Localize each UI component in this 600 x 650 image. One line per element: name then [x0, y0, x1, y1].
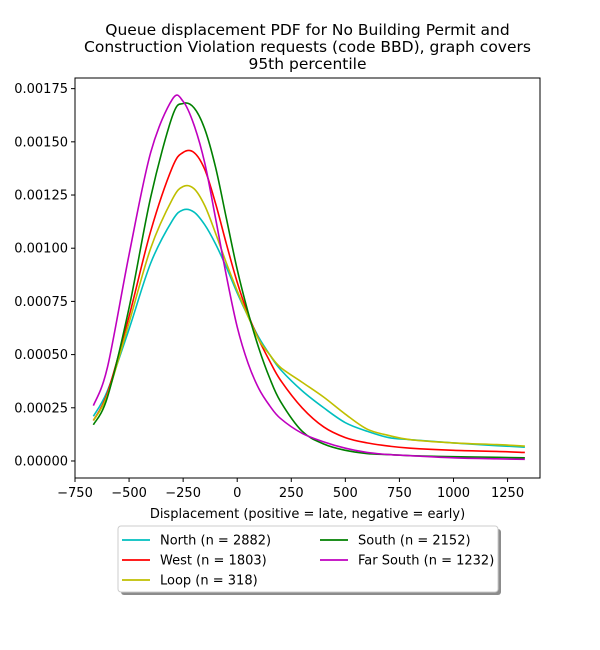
- legend-entry-label: North (n = 2882): [160, 534, 271, 549]
- plot-frame: [74, 77, 541, 479]
- y-tick-label: 0.00000: [14, 454, 68, 469]
- legend-entry-label: Loop (n = 318): [160, 574, 258, 589]
- legend-box: [117, 525, 499, 593]
- y-tick-label: 0.00075: [14, 295, 68, 310]
- x-tick-label: −250: [165, 486, 201, 501]
- chart-title-line: Construction Violation requests (code BB…: [84, 38, 531, 56]
- y-tick-label: 0.00150: [14, 135, 68, 150]
- y-axis: 0.00000 0.00025 0.00050 0.00075 0.00100 0.001…: [14, 82, 75, 469]
- x-tick-label: 1000: [437, 486, 470, 501]
- chart-title: Queue displacement PDF for No Building P…: [84, 21, 531, 73]
- series-line-4: [92, 102, 525, 459]
- chart-title-line: 95th percentile: [248, 55, 366, 73]
- series-line-1: [92, 208, 525, 448]
- series-line-3: [92, 184, 525, 447]
- y-tick-label: 0.00175: [14, 82, 68, 97]
- series-lines: [92, 94, 525, 461]
- x-tick-label: 1250: [491, 486, 524, 501]
- x-tick-label: 0: [233, 486, 241, 501]
- x-tick-label: −750: [57, 486, 93, 501]
- y-tick-label: 0.00050: [14, 348, 68, 363]
- series-line-2: [92, 149, 525, 454]
- legend-entry-label: Far South (n = 1232): [358, 554, 494, 569]
- y-tick-label: 0.00100: [14, 242, 68, 257]
- chart-title-line: Queue displacement PDF for No Building P…: [105, 21, 509, 39]
- x-tick-label: −500: [111, 486, 147, 501]
- legend-entry-label: West (n = 1803): [160, 554, 267, 569]
- y-tick-label: 0.00025: [14, 401, 68, 416]
- legend: North (n = 2882) West (n = 1803) Loop (n =…: [117, 525, 501, 595]
- x-axis: −750 −500 −250 0 250 500 750 1000 1250: [57, 478, 524, 501]
- legend-entry-label: South (n = 2152): [358, 534, 471, 549]
- series-line-5: [92, 94, 525, 461]
- x-axis-label: Displacement (positive = late, negative …: [150, 507, 465, 522]
- x-tick-label: 500: [333, 486, 358, 501]
- x-tick-label: 750: [387, 486, 412, 501]
- y-tick-label: 0.00125: [14, 189, 68, 204]
- x-tick-label: 250: [279, 486, 304, 501]
